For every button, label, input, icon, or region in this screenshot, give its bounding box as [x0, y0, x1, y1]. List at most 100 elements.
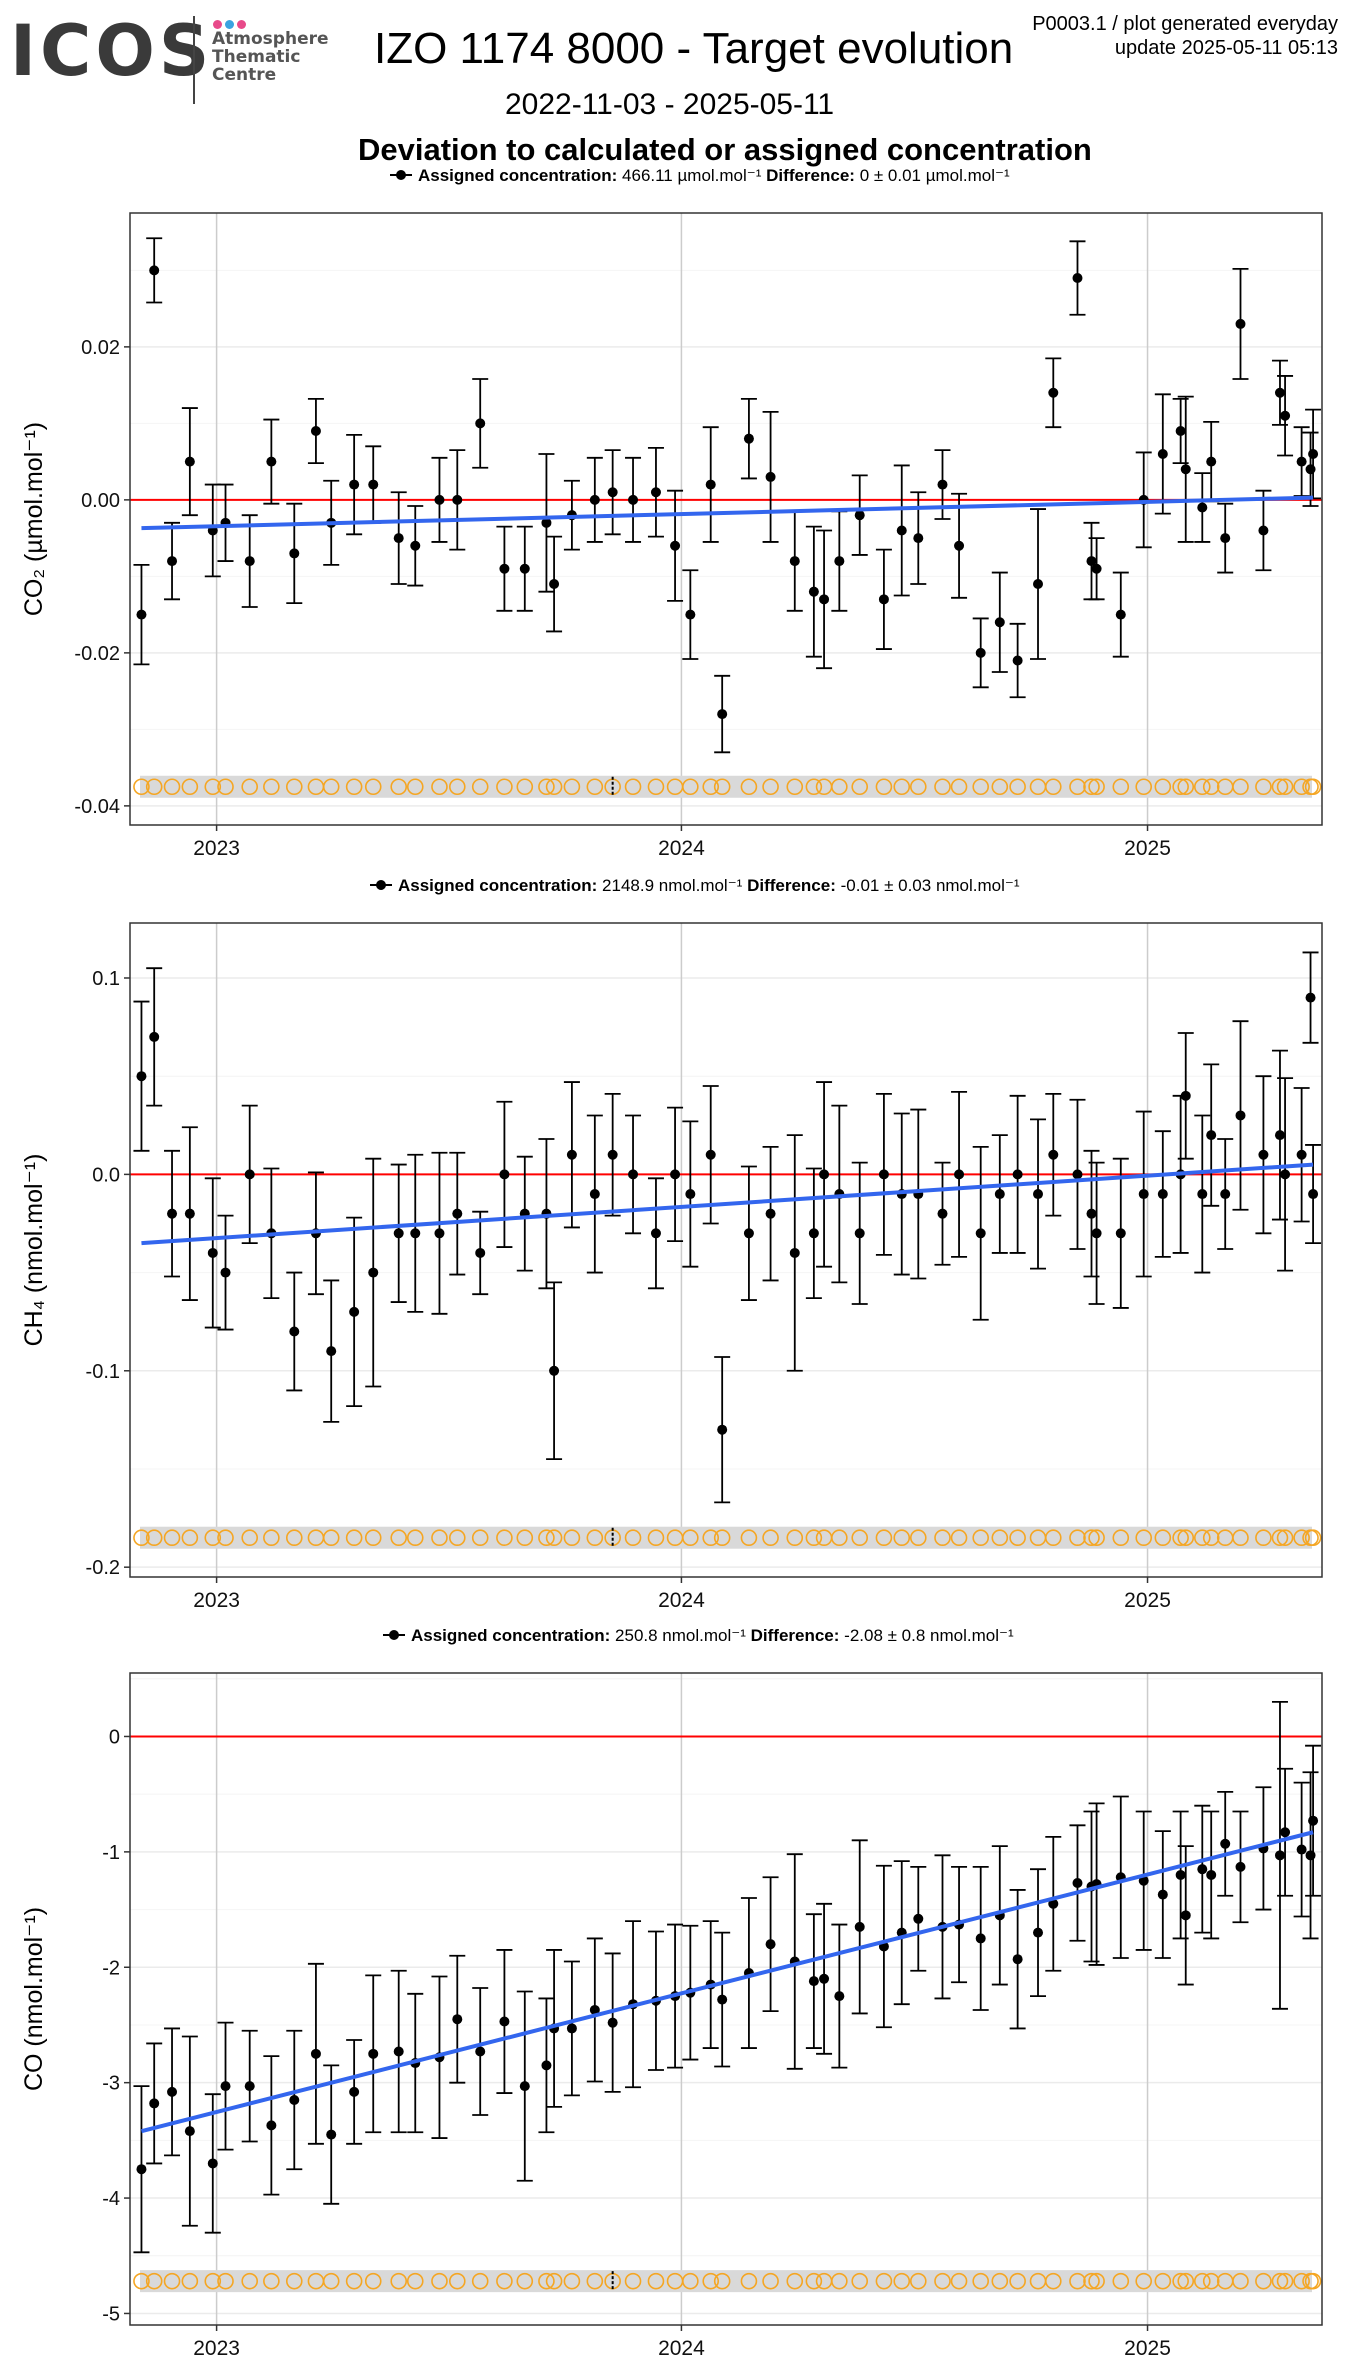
flag-marker	[1202, 2272, 1220, 2290]
data-point	[241, 1104, 258, 1245]
flag-marker	[448, 1529, 466, 1547]
flag-marker	[762, 1529, 779, 1547]
update-time: update 2025-05-11 05:13	[1114, 37, 1338, 59]
flag-marker	[805, 1529, 823, 1547]
flag-marker	[1009, 2272, 1026, 2290]
data-point	[1277, 375, 1294, 457]
data-point	[875, 548, 892, 650]
flag-marker	[851, 1529, 869, 1547]
flag-marker	[563, 778, 581, 796]
data-point	[604, 1092, 621, 1217]
flag-marker	[972, 2272, 990, 2290]
icos-logo: ICOS	[10, 10, 214, 92]
point	[167, 556, 178, 567]
flag-marker	[1044, 2272, 1062, 2290]
data-point	[1088, 1161, 1105, 1305]
point	[628, 1169, 639, 1180]
data-point	[323, 1279, 340, 1423]
data-point	[786, 1853, 803, 2070]
chart-panel-co2: Assigned concentration: 466.11 µmol.mol⁻…	[20, 166, 1323, 860]
point	[475, 2046, 486, 2057]
flag-marker	[586, 778, 604, 796]
legend-value: 2148.9 nmol.mol⁻¹	[602, 876, 747, 895]
point	[266, 456, 277, 467]
point	[289, 2094, 300, 2105]
data-point	[146, 237, 163, 304]
flag-marker	[145, 2272, 163, 2290]
y-tick-label: -3	[102, 2073, 120, 2095]
flag-marker	[1069, 778, 1086, 796]
flag-marker	[786, 1529, 804, 1547]
point	[393, 2046, 404, 2057]
point	[499, 2016, 510, 2027]
point	[1308, 1815, 1319, 1826]
plot-border	[129, 922, 1323, 1578]
data-point	[1030, 508, 1047, 660]
logo-sub-line: Atmosphere	[212, 29, 329, 49]
point	[975, 647, 986, 658]
flag-marker	[516, 778, 534, 796]
flag-marker	[762, 778, 779, 796]
logo-sub-line: Thematic	[212, 47, 301, 67]
data-point	[286, 1271, 303, 1392]
data-point	[286, 502, 303, 605]
data-point	[1172, 1810, 1189, 1940]
data-point	[851, 1839, 868, 2015]
point	[808, 586, 819, 597]
point	[765, 1208, 776, 1219]
flag-marker	[875, 1529, 893, 1547]
data-point	[816, 529, 833, 670]
flag-marker	[285, 778, 303, 796]
data-point	[604, 1952, 621, 2093]
data-point	[323, 2064, 340, 2205]
point	[819, 1169, 830, 1180]
data-point	[1293, 1087, 1310, 1223]
point	[1115, 609, 1126, 620]
point	[1274, 1130, 1285, 1141]
point	[519, 2081, 530, 2092]
flag-marker	[831, 778, 848, 796]
flag-marker	[406, 1529, 424, 1547]
flag-marker	[875, 2272, 893, 2290]
data-point	[496, 1100, 513, 1248]
data-point	[407, 1153, 424, 1313]
flag-marker	[217, 778, 234, 796]
data-point	[972, 617, 989, 689]
trend-line	[141, 1162, 1314, 1246]
date-range: 2022-11-03 - 2025-05-11	[505, 88, 835, 121]
data-point	[1305, 408, 1322, 500]
point	[628, 494, 639, 505]
point	[1235, 318, 1246, 329]
flag-marker	[740, 2272, 758, 2290]
flag-marker	[545, 778, 563, 796]
flag-marker	[1088, 1529, 1105, 1547]
point	[834, 556, 845, 567]
flag-marker	[471, 1529, 489, 1547]
data-point	[263, 2055, 280, 2196]
data-point	[1177, 1845, 1194, 1986]
point	[207, 2158, 218, 2169]
data-point	[1271, 359, 1288, 426]
point	[1091, 563, 1102, 574]
data-point	[910, 1865, 927, 1972]
data-point	[762, 410, 779, 543]
logo-dots-icon	[213, 16, 249, 34]
point	[1305, 1850, 1316, 1861]
x-tick-label: 2024	[658, 2337, 705, 2360]
point	[743, 433, 754, 444]
flag-marker	[1255, 778, 1272, 796]
point	[878, 1169, 889, 1180]
flag-marker	[364, 1529, 382, 1547]
flag-marker	[1172, 778, 1189, 796]
point	[207, 1247, 218, 1258]
y-tick-label: -0.04	[74, 796, 120, 818]
point	[149, 1031, 160, 1042]
data-point	[951, 492, 968, 599]
y-tick-label: 0.0	[92, 1164, 120, 1186]
data-point	[714, 1931, 731, 2068]
data-point	[449, 449, 466, 551]
point	[1048, 1898, 1059, 1909]
flag-marker	[1112, 2272, 1130, 2290]
data-point	[786, 1134, 803, 1372]
data-point	[390, 491, 407, 585]
